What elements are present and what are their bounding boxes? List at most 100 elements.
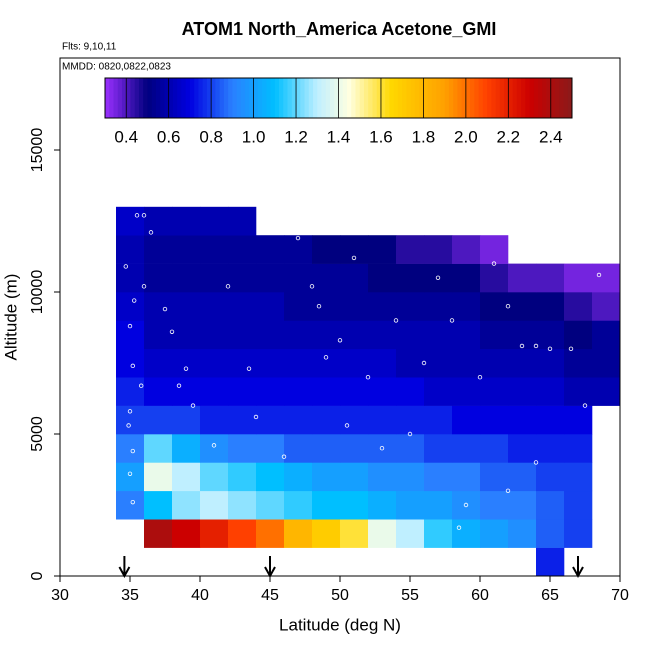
heat-cell [452, 348, 481, 378]
heat-cell [536, 348, 565, 378]
colorbar-segment [130, 78, 136, 118]
colorbar-segment [236, 78, 242, 118]
heat-cell [312, 235, 341, 264]
colorbar-segment [389, 78, 395, 118]
heat-cell [228, 519, 257, 548]
colorbar-segment [529, 78, 535, 118]
track-point [281, 454, 287, 459]
track-point [138, 383, 144, 388]
heat-cell [116, 206, 145, 236]
heat-cell [312, 320, 341, 350]
x-tick-label: 35 [121, 587, 139, 604]
heat-cell [144, 263, 173, 293]
heat-cell [284, 519, 313, 548]
heat-cell [144, 519, 173, 548]
track-point [130, 448, 135, 454]
annotation: MMDD: 0820,0822,0823 [62, 62, 171, 73]
heat-cell [424, 490, 453, 520]
colorbar-segment [279, 78, 284, 118]
colorbar-segment [499, 78, 505, 118]
track-point [393, 318, 399, 323]
track-point [130, 499, 135, 505]
track-point [225, 284, 231, 289]
track-point [596, 272, 602, 278]
heat-cell [368, 519, 397, 548]
heat-cell [312, 405, 341, 435]
heat-cell [284, 405, 313, 435]
track-point [127, 409, 133, 414]
heat-cell [396, 405, 425, 435]
colorbar-segment [351, 78, 356, 118]
heat-cell [200, 206, 229, 236]
heat-cell [452, 320, 481, 350]
heat-cell [228, 206, 257, 236]
heat-cell [256, 235, 285, 264]
heat-cell [424, 519, 453, 548]
heat-cell [564, 519, 593, 548]
heat-cell [452, 462, 481, 492]
heat-cell [452, 434, 481, 463]
colorbar-segment [538, 78, 543, 118]
heat-cell [284, 263, 313, 293]
heat-cell [256, 377, 285, 406]
colorbar-tick-label: 0.8 [199, 127, 223, 146]
heat-cell [480, 405, 509, 435]
track-point [491, 261, 497, 266]
colorbar-segment [270, 78, 276, 118]
heat-cell [508, 519, 537, 548]
heat-cell [396, 235, 425, 264]
heat-cell [256, 348, 285, 378]
heat-cell [228, 434, 257, 463]
heat-cell [396, 519, 425, 548]
heat-cell [424, 292, 453, 321]
heat-cell [312, 263, 341, 293]
heat-cell [340, 320, 369, 350]
heat-cell [424, 320, 453, 350]
track-point [463, 502, 469, 508]
heat-cell [200, 263, 229, 293]
chart-title: ATOM1 North_America Acetone_GMI [182, 19, 497, 39]
colorbar-segment [470, 78, 475, 118]
heat-cell [312, 292, 341, 321]
heat-cell [452, 263, 481, 293]
heat-cell [340, 519, 369, 548]
colorbar-segment [138, 78, 144, 118]
colorbar-segment [105, 78, 110, 118]
colorbar-segment [232, 78, 238, 118]
track-point [456, 525, 462, 530]
colorbar-segment [393, 78, 399, 118]
track-point [134, 213, 140, 218]
colorbar-segment [253, 78, 259, 118]
heat-cell [312, 434, 341, 463]
track-point [211, 443, 217, 448]
heat-cell [368, 320, 397, 350]
colorbar-segment [296, 78, 301, 118]
heat-cell [368, 235, 397, 264]
colorbar-segment [202, 78, 208, 118]
colorbar-segment [478, 78, 484, 118]
heat-cell [536, 519, 565, 548]
colorbar-segment [287, 78, 293, 118]
colorbar-segment [487, 78, 492, 118]
heat-cell [424, 377, 453, 406]
heat-cell [284, 292, 313, 321]
colorbar-segment [563, 78, 569, 118]
colorbar-segment [155, 78, 161, 118]
colorbar-segment [397, 78, 403, 118]
heat-cell [592, 292, 621, 321]
heat-cell [116, 490, 145, 520]
heat-cell [172, 405, 201, 435]
heat-cell [508, 320, 537, 350]
track-point [533, 343, 539, 349]
colorbar-segment [338, 78, 344, 118]
track-point [127, 323, 133, 329]
heat-cell [452, 405, 481, 435]
colorbar-segment [542, 78, 547, 118]
heat-cell [172, 292, 201, 321]
heat-cell [200, 405, 229, 435]
colorbar-segment [423, 78, 429, 118]
colorbar-tick-label: 2.2 [496, 127, 520, 146]
heat-cell [172, 490, 201, 520]
track-point [176, 383, 182, 388]
heat-cell [368, 292, 397, 321]
